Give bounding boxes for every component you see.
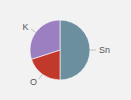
svg-text:Sn: Sn	[99, 45, 110, 55]
svg-text:O: O	[30, 77, 37, 87]
svg-text:K: K	[22, 22, 28, 32]
